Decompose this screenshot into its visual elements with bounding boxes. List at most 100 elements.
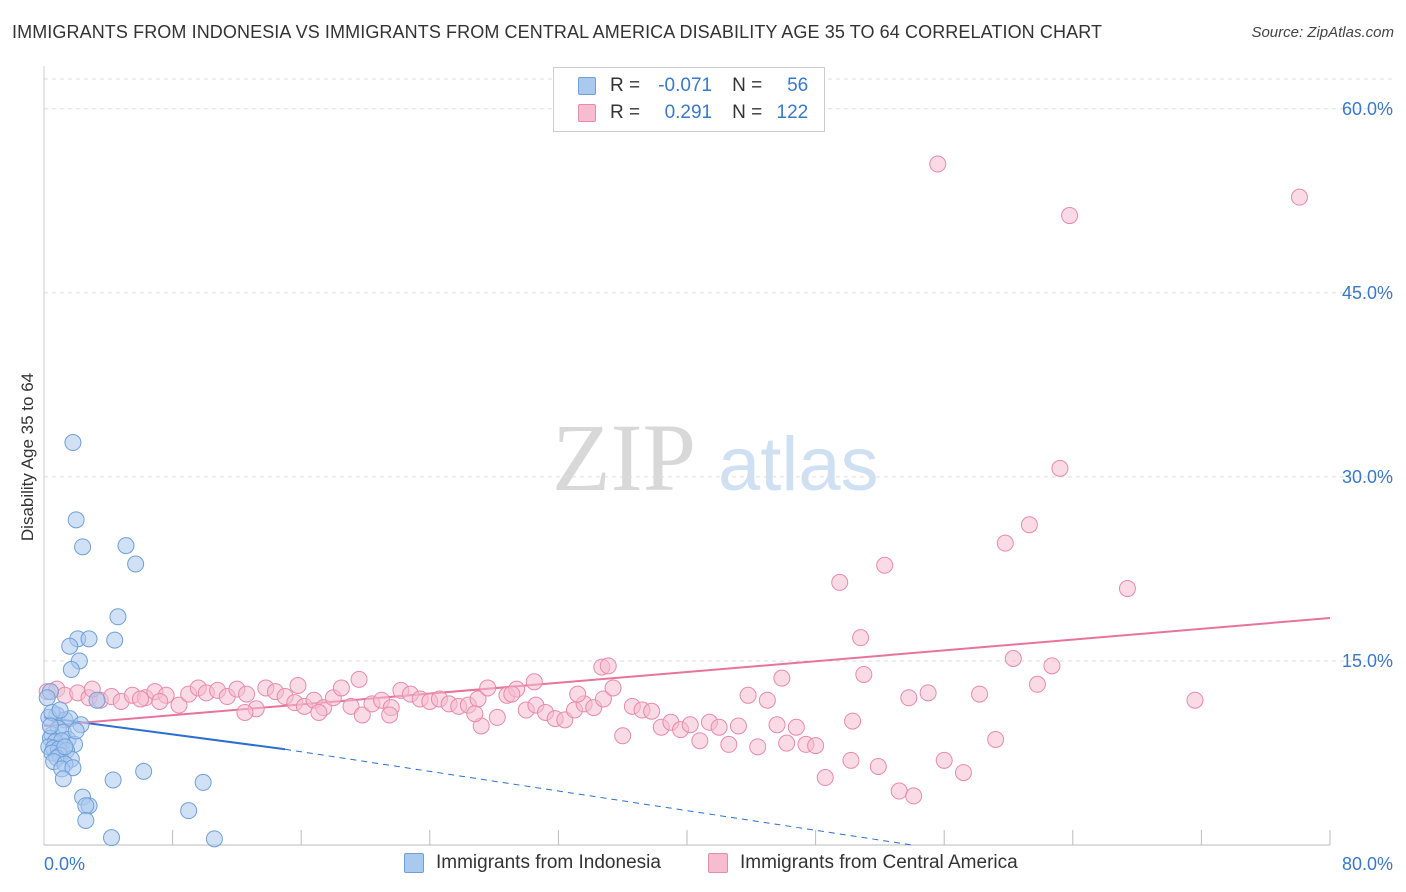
data-point-indonesia [77,811,95,829]
gridlines [44,78,1395,662]
series-legend-label: Immigrants from Central America [740,852,1018,873]
data-point-central-america [954,764,972,782]
data-point-indonesia [106,631,124,649]
series-legend-indonesia: Immigrants from Indonesia [404,852,661,874]
data-point-central-america [466,705,484,723]
data-point-indonesia [80,630,98,648]
data-point-central-america [342,697,360,715]
data-point-central-america [479,679,497,697]
data-point-central-america [778,734,796,752]
data-point-central-america [996,534,1014,552]
data-point-indonesia [205,830,223,848]
points-indonesia [38,434,223,848]
correlation-legend: R = -0.071 N = 56 R = 0.291 N = 122 [553,67,825,132]
legend-n-label: N = [732,75,763,96]
data-point-indonesia [67,722,85,740]
data-point-central-america [332,679,350,697]
data-point-central-america [151,692,169,710]
legend-r-value: 0.291 [664,102,713,123]
data-point-central-america [525,673,543,691]
data-point-central-america [929,155,947,173]
data-point-central-america [787,718,805,736]
data-point-central-america [1004,649,1022,667]
data-point-indonesia [127,555,145,573]
data-point-central-america [987,730,1005,748]
data-point-central-america [710,718,728,736]
watermark: ZIP atlas [552,404,879,511]
data-point-central-america [1051,459,1069,477]
trendline-dashed [285,748,913,846]
data-point-indonesia [64,759,82,777]
data-point-central-america [844,712,862,730]
data-point-central-america [643,702,661,720]
data-point-central-america [238,685,256,703]
data-point-central-america [852,629,870,647]
legend-r-label: R = [610,75,641,96]
data-point-central-america [935,751,953,769]
data-point-indonesia [104,771,122,789]
data-point-indonesia [61,637,79,655]
data-point-indonesia [109,608,127,626]
data-point-central-america [594,690,612,708]
data-point-indonesia [67,511,85,529]
data-point-indonesia [51,701,69,719]
series-swatch-pink [708,853,728,873]
data-point-indonesia [64,434,82,452]
data-point-central-america [831,573,849,591]
tick-labels: 15.0% 30.0% 45.0% 60.0% 0.0% 80.0% [44,99,1393,874]
data-point-central-america [170,696,188,714]
data-point-central-america [1118,580,1136,598]
legend-n-value: 122 [776,102,809,123]
legend-row-indonesia: R = -0.071 N = 56 [578,74,808,98]
data-point-indonesia [194,773,212,791]
y-tick-label: 15.0% [1342,651,1393,671]
x-tick-label: 80.0% [1342,854,1393,874]
data-point-central-america [971,685,989,703]
data-point-indonesia [77,797,95,815]
legend-n-label: N = [732,102,763,123]
data-point-central-america [1028,675,1046,693]
watermark-zip: ZIP [552,404,696,511]
data-point-indonesia [88,691,106,709]
data-point-central-america [569,685,587,703]
axes [43,66,1331,846]
data-point-central-america [381,706,399,724]
data-point-central-america [919,684,937,702]
data-point-central-america [503,685,521,703]
data-point-indonesia [41,717,59,735]
y-tick-label: 30.0% [1342,467,1393,487]
data-point-central-america [855,665,873,683]
data-point-central-america [1061,207,1079,225]
legend-n-value: 56 [787,75,809,96]
data-point-central-america [842,751,860,769]
data-point-central-america [614,727,632,745]
series-legend-central-america: Immigrants from Central America [708,852,1018,874]
legend-r-label: R = [610,102,641,123]
data-point-central-america [807,737,825,755]
data-point-central-america [876,556,894,574]
data-point-central-america [816,769,834,787]
data-point-central-america [599,657,617,675]
data-point-central-america [1043,657,1061,675]
data-point-central-america [691,732,709,750]
legend-swatch-blue [578,77,596,95]
data-point-central-america [720,735,738,753]
data-point-central-america [1290,188,1308,206]
data-point-central-america [869,757,887,775]
x-tick-label: 0.0% [44,854,85,874]
data-point-central-america [739,686,757,704]
data-point-indonesia [135,762,153,780]
data-point-central-america [236,703,254,721]
series-legend-label: Immigrants from Indonesia [436,852,661,873]
y-tick-label: 45.0% [1342,283,1393,303]
data-point-indonesia [38,689,56,707]
data-point-central-america [310,703,328,721]
data-point-central-america [890,782,908,800]
points-central-america [38,155,1308,805]
data-point-central-america [131,690,149,708]
data-point-indonesia [54,770,72,788]
legend-row-central-america: R = 0.291 N = 122 [578,101,808,125]
legend-swatch-pink [578,104,596,122]
series-swatch-blue [404,853,424,873]
